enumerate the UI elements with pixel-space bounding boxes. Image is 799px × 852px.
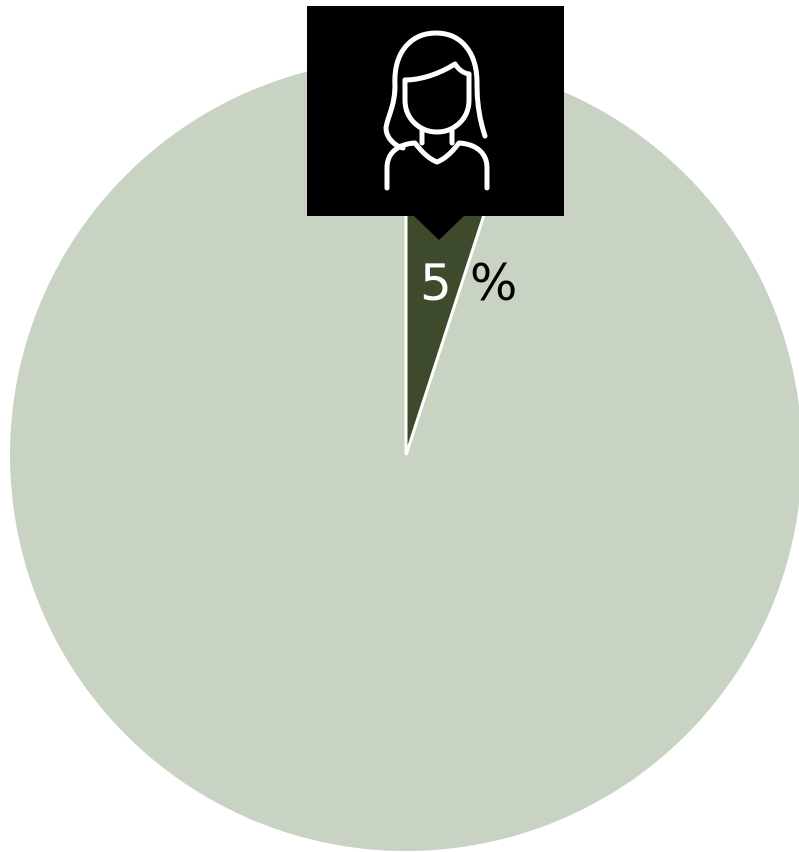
pie-labels: 5%: [420, 254, 517, 312]
slice-label-0: 5%: [420, 254, 517, 312]
callout-pointer: [412, 214, 466, 240]
woman-icon: [383, 30, 490, 191]
callout-box: [307, 6, 564, 216]
